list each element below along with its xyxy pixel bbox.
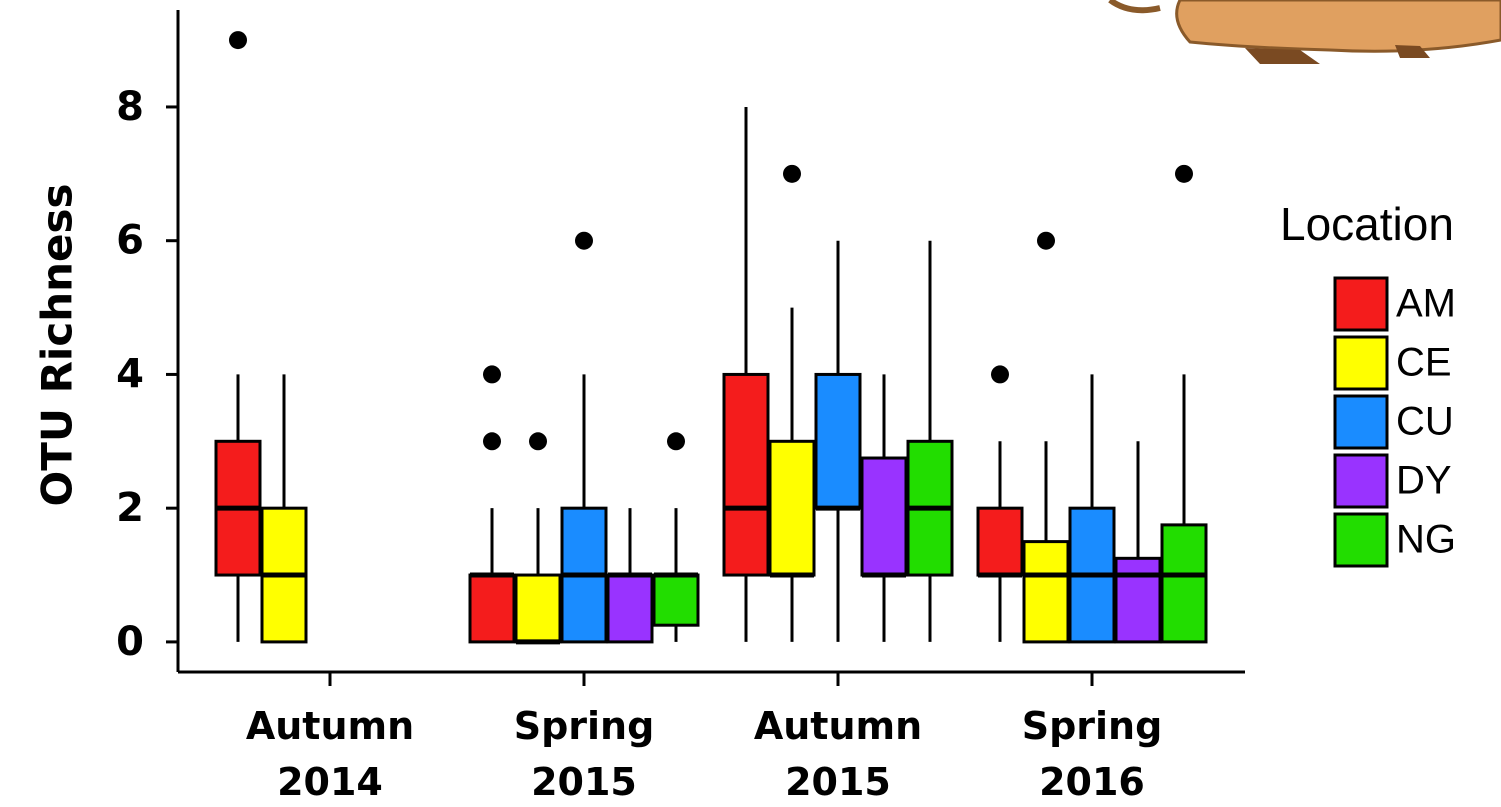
x-tick-label-line: 2015 [785,760,891,804]
legend-label: NG [1396,518,1456,562]
y-tick-label: 2 [116,485,144,531]
y-tick-label: 8 [116,84,144,130]
x-tick-label-line: 2016 [1039,760,1145,804]
legend-key [1333,394,1389,450]
box [606,573,654,644]
box-group [606,508,654,644]
outlier [1037,231,1055,250]
box-group [514,432,562,645]
box-group [1068,374,1116,644]
box [768,439,816,577]
y-axis-label: OTU Richness [33,184,82,507]
x-tick-label-line: 2014 [277,760,383,804]
y-tick-label: 4 [116,351,144,397]
outlier [229,31,247,50]
box-group [260,374,308,644]
box [1022,540,1070,644]
animal-tail [1108,0,1161,14]
x-tick-label: Spring 2016 [1022,704,1163,804]
outlier [575,231,593,250]
legend-label: CE [1396,341,1452,385]
decoration-animal [1108,0,1501,64]
animal-body [1175,0,1501,53]
legend-key [1333,276,1389,332]
animal-foot [1245,48,1320,64]
y-tick-label: 0 [116,619,144,665]
box [652,573,700,627]
box [1114,556,1162,644]
x-tick-label-line: 2015 [531,760,637,804]
box [722,372,770,577]
outlier [483,432,501,451]
box [1160,523,1208,644]
outlier [1175,164,1193,183]
x-tick-label: Spring 2015 [514,704,655,804]
outlier [667,432,685,451]
box [514,573,562,644]
legend-key [1333,453,1389,509]
box-group [1114,441,1162,644]
box [814,372,862,510]
legend-label: AM [1396,282,1456,326]
outlier [783,164,801,183]
legend-title: Location [1280,198,1454,250]
box-group [906,240,954,642]
box-group [722,106,770,642]
legend-key [1333,335,1389,391]
legend-label: DY [1396,459,1452,503]
y-tick-label: 6 [116,218,144,264]
box-group [1022,231,1070,644]
legend-key [1333,512,1389,568]
box-group [768,164,816,642]
box-group [468,365,516,644]
x-tick-label-line: Spring [514,704,655,748]
box [468,573,516,644]
x-tick-label-line: Autumn [246,704,414,748]
x-tick-label-line: Spring [1022,704,1163,748]
box [976,506,1024,577]
outlier [991,365,1009,384]
box-group [1160,164,1208,644]
legend-label: CU [1396,400,1454,444]
x-tick-label-line: Autumn [754,704,922,748]
box-group [814,240,862,642]
x-tick-label: Autumn 2015 [754,704,922,804]
box-group [652,432,700,642]
x-tick-label: Autumn 2014 [246,704,414,804]
box-group [214,31,262,642]
box-group [560,231,608,644]
box [860,456,908,577]
outlier [483,365,501,384]
animal-foot [1395,45,1430,58]
box-group [976,365,1024,642]
box-group [860,374,908,642]
outlier [529,432,547,451]
